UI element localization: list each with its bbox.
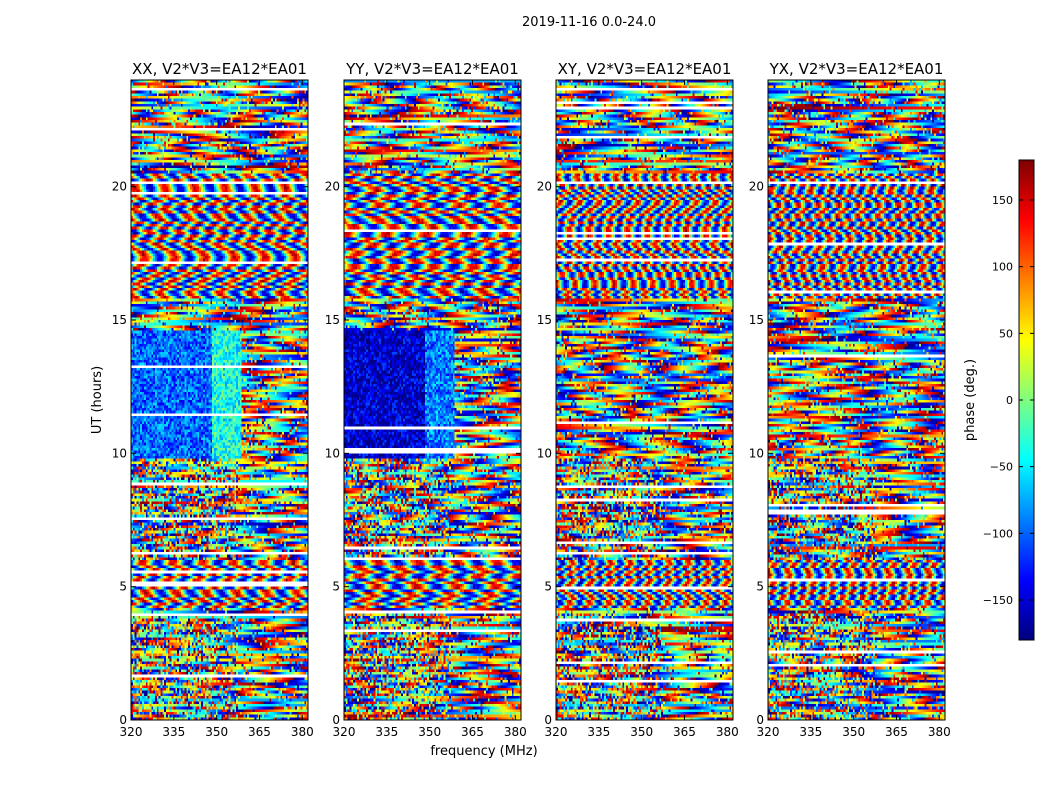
panel-title: XY, V2*V3=EA12*EA01 <box>558 60 732 78</box>
y-tick-label: 10 <box>537 446 552 460</box>
panel-title: YX, V2*V3=EA12*EA01 <box>769 60 944 78</box>
y-tick-label: 5 <box>332 580 340 594</box>
x-tick-label: 335 <box>162 725 185 739</box>
phase-heatmap <box>344 80 521 720</box>
phase-heatmap <box>556 80 733 720</box>
y-tick-label: 15 <box>749 313 764 327</box>
x-tick-label: 365 <box>885 725 908 739</box>
y-tick-label: 15 <box>537 313 552 327</box>
axes-frame <box>343 79 522 721</box>
axes-frame <box>555 79 734 721</box>
y-tick-label: 15 <box>325 313 340 327</box>
y-tick-label: 0 <box>544 713 552 727</box>
x-tick-label: 365 <box>461 725 484 739</box>
x-tick-label: 335 <box>587 725 610 739</box>
colorbar-tick-label: 150 <box>992 194 1013 207</box>
x-tick-label: 320 <box>757 725 780 739</box>
panel-1: YY, V2*V3=EA12*EA01 320 335 350 365 380 0 5 10 15… <box>325 60 527 739</box>
x-tick-label: 380 <box>928 725 951 739</box>
y-tick-label: 5 <box>544 580 552 594</box>
panel-0: XX, V2*V3=EA12*EA01 320 335 350 365 380 0 5 10 15… <box>112 60 314 739</box>
y-tick-label: 0 <box>756 713 764 727</box>
x-tick-label: 350 <box>630 725 653 739</box>
phase-heatmap <box>768 80 945 720</box>
colorbar-tick-label: −50 <box>990 461 1013 474</box>
colorbar-tick-label: 100 <box>992 261 1013 274</box>
y-tick-label: 5 <box>756 580 764 594</box>
axes-frame <box>130 79 309 721</box>
colorbar-tick-label: −150 <box>983 594 1013 607</box>
y-tick-label: 10 <box>112 446 127 460</box>
y-tick-label: 20 <box>749 180 764 194</box>
y-tick-label: 10 <box>325 446 340 460</box>
y-axis-label: UT (hours) <box>90 366 105 434</box>
x-tick-label: 350 <box>418 725 441 739</box>
phase-heatmap <box>131 80 308 720</box>
y-tick-label: 5 <box>119 580 127 594</box>
x-tick-label: 320 <box>333 725 356 739</box>
colorbar-tick-label: −100 <box>983 527 1013 540</box>
x-tick-label: 380 <box>504 725 527 739</box>
panels: XX, V2*V3=EA12*EA01 320 335 350 365 380 0 5 10 15… <box>112 60 951 739</box>
colorbar-label: phase (deg.) <box>963 359 978 441</box>
y-tick-label: 20 <box>325 180 340 194</box>
panel-2: XY, V2*V3=EA12*EA01 320 335 350 365 380 0 5 10 15… <box>537 60 739 739</box>
x-tick-label: 320 <box>120 725 143 739</box>
y-tick-label: 10 <box>749 446 764 460</box>
figure-suptitle: 2019-11-16 0.0-24.0 <box>522 15 656 30</box>
x-axis-label: frequency (MHz) <box>430 744 537 759</box>
y-tick-label: 20 <box>537 180 552 194</box>
colorbar: −150 −100 −50 0 50 100 150 <box>983 159 1035 641</box>
x-tick-label: 365 <box>248 725 271 739</box>
y-tick-label: 0 <box>119 713 127 727</box>
x-tick-label: 380 <box>291 725 314 739</box>
colorbar-tick-label: 0 <box>1006 394 1013 407</box>
x-tick-label: 350 <box>842 725 865 739</box>
axes-frame <box>767 79 946 721</box>
y-tick-label: 15 <box>112 313 127 327</box>
panel-3: YX, V2*V3=EA12*EA01 320 335 350 365 380 0 5 10 15… <box>749 60 951 739</box>
x-tick-label: 365 <box>673 725 696 739</box>
x-tick-label: 350 <box>205 725 228 739</box>
x-tick-label: 380 <box>716 725 739 739</box>
y-tick-label: 20 <box>112 180 127 194</box>
colorbar-tick-label: 50 <box>999 327 1013 340</box>
panel-title: YY, V2*V3=EA12*EA01 <box>345 60 519 78</box>
panel-title: XX, V2*V3=EA12*EA01 <box>132 60 307 78</box>
x-tick-label: 335 <box>799 725 822 739</box>
x-tick-label: 320 <box>545 725 568 739</box>
y-tick-label: 0 <box>332 713 340 727</box>
x-tick-label: 335 <box>375 725 398 739</box>
